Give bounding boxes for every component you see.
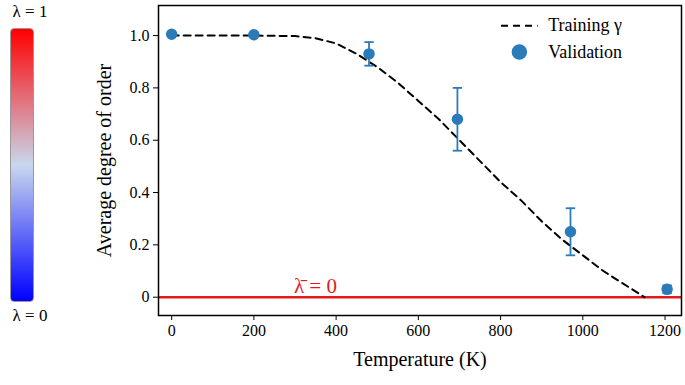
svg-text:0.2: 0.2 xyxy=(130,236,150,253)
svg-text:1000: 1000 xyxy=(567,322,599,339)
svg-text:400: 400 xyxy=(324,322,348,339)
svg-text:Temperature (K): Temperature (K) xyxy=(353,348,487,371)
svg-text:200: 200 xyxy=(242,322,266,339)
html-text:λ = 0: λ = 0 xyxy=(12,306,48,325)
svg-text:1.0: 1.0 xyxy=(130,27,150,44)
svg-text:600: 600 xyxy=(406,322,430,339)
svg-text:0: 0 xyxy=(168,322,176,339)
svg-text:1200: 1200 xyxy=(649,322,681,339)
svg-text:0.4: 0.4 xyxy=(130,184,150,201)
svg-text:λ̄ = 0: λ̄ = 0 xyxy=(294,274,337,298)
svg-text:0: 0 xyxy=(142,288,150,305)
svg-text:800: 800 xyxy=(489,322,513,339)
svg-text:Training γ: Training γ xyxy=(548,15,622,35)
svg-text:0.8: 0.8 xyxy=(130,79,150,96)
svg-text:0.6: 0.6 xyxy=(130,131,150,148)
html-text:λ = 1: λ = 1 xyxy=(12,2,48,21)
svg-text:Validation: Validation xyxy=(548,42,622,62)
svg-text:Average degree of order: Average degree of order xyxy=(93,63,116,257)
